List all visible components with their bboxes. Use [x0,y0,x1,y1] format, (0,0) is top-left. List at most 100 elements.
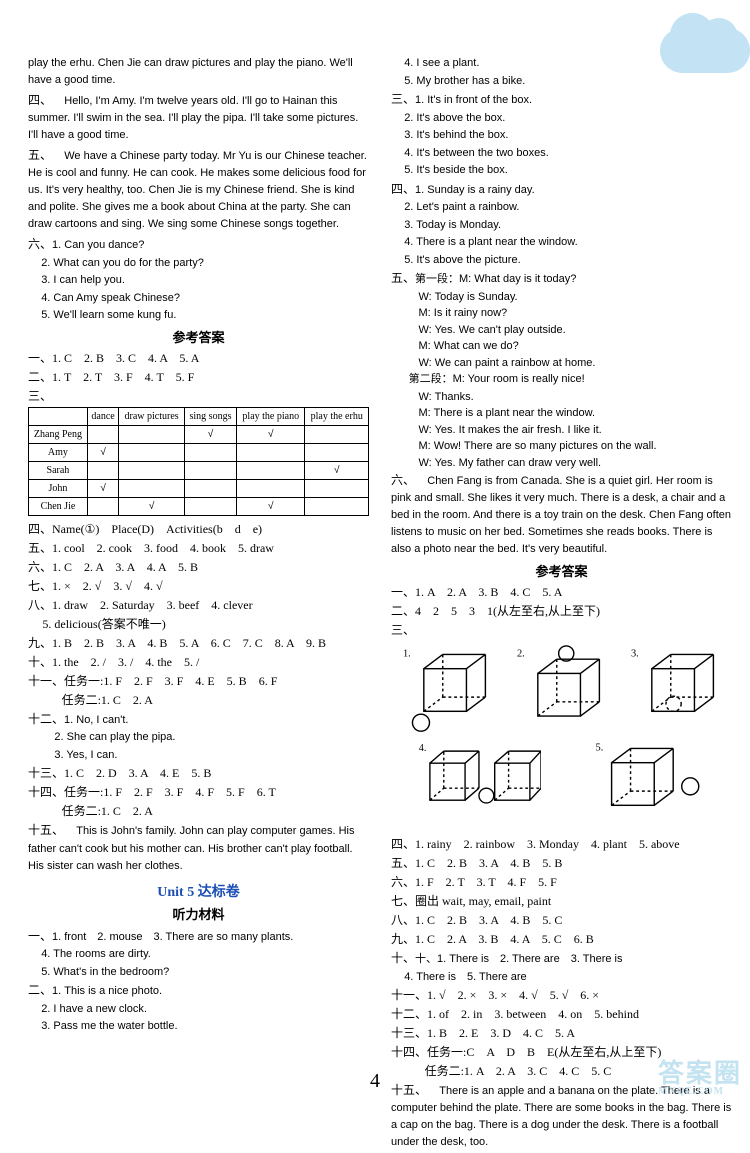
dlg1-2: W: Today is Sunday. [391,289,732,306]
r3-1: 四、1. Sunday is a rainy day. [391,180,732,199]
p4-5: 5. We'll learn some kung fu. [28,307,369,324]
cube-4: 4. [416,739,541,829]
para-continue: play the erhu. Chen Jie can draw picture… [28,55,369,89]
cube-diagrams: 1. 2. [391,643,732,831]
l2-3: 3. Pass me the water bottle. [28,1018,369,1035]
dlg1-head: 五、第一段：M: What day is it today? [391,269,732,288]
p4-3: 3. I can help you. [28,272,369,289]
dlg1-6: W: We can paint a rainbow at home. [391,355,732,372]
cube-2: 2. [514,645,609,735]
cloud-decoration [660,28,750,73]
ra9: 九、1. C 2. A 3. B 4. A 5. C 6. B [391,930,732,948]
table-row: Sarah√ [29,461,369,479]
answer-table: dance draw pictures sing songs play the … [28,407,369,516]
l1c: 5. What's in the bedroom? [28,964,369,981]
l2-2: 2. I have a new clock. [28,1001,369,1018]
ans-5: 五、1. cool 2. cook 3. food 4. book 5. dra… [28,539,369,557]
table-row: Chen Jie√√ [29,497,369,515]
dlg2-4: W: Yes. It makes the air fresh. I like i… [391,422,732,439]
ans-12-2: 2. She can play the pipa. [28,729,369,746]
th-draw: draw pictures [119,407,185,425]
ans-8b: 5. delicious(答案不唯一) [28,615,369,633]
watermark: 答案圈 MXQE.COM [658,1061,742,1097]
ans-15: 十五、 This is John's family. John can play… [28,821,369,874]
listening-heading: 听力材料 [28,904,369,923]
ra13: 十三、1. B 2. E 3. D 4. C 5. A [391,1024,732,1042]
r1-5: 5. My brother has a bike. [391,73,732,90]
r2-2: 2. It's above the box. [391,110,732,127]
ra3-label: 三、 [391,621,732,639]
answers-heading-r: 参考答案 [391,561,732,580]
ra2: 二、4 2 5 3 1(从左至右,从上至下) [391,602,732,620]
r2-3: 3. It's behind the box. [391,127,732,144]
dlg2-2: W: Thanks. [391,389,732,406]
l2-1: 二、1. This is a nice photo. [28,981,369,1000]
para-6-head: 六、1. Can you dance? [28,235,369,254]
r3-4: 4. There is a plant near the window. [391,234,732,251]
ra10a: 十、十、1. There is 2. There are 3. There is [391,949,732,968]
ans-11b: 任务二:1. C 2. A [28,691,369,709]
table-header-row: dance draw pictures sing songs play the … [29,407,369,425]
right-column: 4. I see a plant. 5. My brother has a bi… [391,55,732,1153]
th-sing: sing songs [184,407,236,425]
th-piano: play the piano [237,407,305,425]
l1b: 4. The rooms are dirty. [28,946,369,963]
ans-12-1: 十二、1. No, I can't. [28,710,369,729]
table-row: Zhang Peng√√ [29,425,369,443]
th-dance: dance [87,407,118,425]
th-erhu: play the erhu [305,407,369,425]
cube-1: 1. [400,645,495,735]
table-row: Amy√ [29,443,369,461]
ans-10: 十、1. the 2. / 3. / 4. the 5. / [28,653,369,671]
ra7: 七、圈出 wait, may, email, paint [391,892,732,910]
cube-5: 5. [592,739,707,829]
ra1: 一、1. A 2. A 3. B 4. C 5. A [391,583,732,601]
ans-11: 十一、任务一:1. F 2. F 3. F 4. E 5. B 6. F [28,672,369,690]
ra11: 十一、1. √ 2. × 3. × 4. √ 5. √ 6. × [391,986,732,1004]
left-column: play the erhu. Chen Jie can draw picture… [28,55,369,1153]
ra6: 六、1. F 2. T 3. T 4. F 5. F [391,873,732,891]
page-columns: play the erhu. Chen Jie can draw picture… [28,55,732,1153]
page-number: 4 [370,1070,380,1093]
ra12: 十二、1. of 2. in 3. between 4. on 5. behin… [391,1005,732,1023]
ans-1: 一、1. C 2. B 3. C 4. A 5. A [28,349,369,367]
para-5: 五、 We have a Chinese party today. Mr Yu … [28,146,369,233]
ra5: 五、1. C 2. B 3. A 4. B 5. B [391,854,732,872]
r5-para: 六、 Chen Fang is from Canada. She is a qu… [391,471,732,558]
para-4: 四、 Hello, I'm Amy. I'm twelve years old.… [28,91,369,144]
l1a: 一、1. front 2. mouse 3. There are so many… [28,927,369,946]
r3-2: 2. Let's paint a rainbow. [391,199,732,216]
table-row: John√ [29,479,369,497]
ans-14: 十四、任务一:1. F 2. F 3. F 4. F 5. F 6. T [28,783,369,801]
dlg2-3: M: There is a plant near the window. [391,405,732,422]
ans-4: 四、Name(①) Place(D) Activities(b d e) [28,520,369,538]
ra8: 八、1. C 2. B 3. A 4. B 5. C [391,911,732,929]
ans-3-label: 三、 [28,387,369,405]
watermark-text: 答案圈 [658,1059,742,1088]
ra4: 四、1. rainy 2. rainbow 3. Monday 4. plant… [391,835,732,853]
dlg1-4: W: Yes. We can't play outside. [391,322,732,339]
r2-4: 4. It's between the two boxes. [391,145,732,162]
svg-text:1.: 1. [403,649,411,660]
unit-heading: Unit 5 达标卷 [28,881,369,901]
watermark-sub: MXQE.COM [658,1087,742,1097]
svg-text:2.: 2. [517,649,525,660]
ans-9: 九、1. B 2. B 3. A 4. B 5. A 6. C 7. C 8. … [28,634,369,652]
svg-text:5.: 5. [595,743,603,754]
dlg2-head: 第二段：M: Your room is really nice! [391,371,732,388]
ans-8a: 八、1. draw 2. Saturday 3. beef 4. clever [28,596,369,614]
r3-5: 5. It's above the picture. [391,252,732,269]
ans-14b: 任务二:1. C 2. A [28,802,369,820]
r2-1: 三、1. It's in front of the box. [391,90,732,109]
th-blank [29,407,88,425]
ans-12-3: 3. Yes, I can. [28,747,369,764]
r2-5: 5. It's beside the box. [391,162,732,179]
cube-3: 3. [628,645,723,735]
svg-text:4.: 4. [419,743,427,754]
ra10b: 4. There is 5. There are [391,969,732,986]
dlg1-5: M: What can we do? [391,338,732,355]
ans-6: 六、1. C 2. A 3. A 4. A 5. B [28,558,369,576]
answers-heading: 参考答案 [28,327,369,346]
ans-2: 二、1. T 2. T 3. F 4. T 5. F [28,368,369,386]
dlg2-5: M: Wow! There are so many pictures on th… [391,438,732,455]
